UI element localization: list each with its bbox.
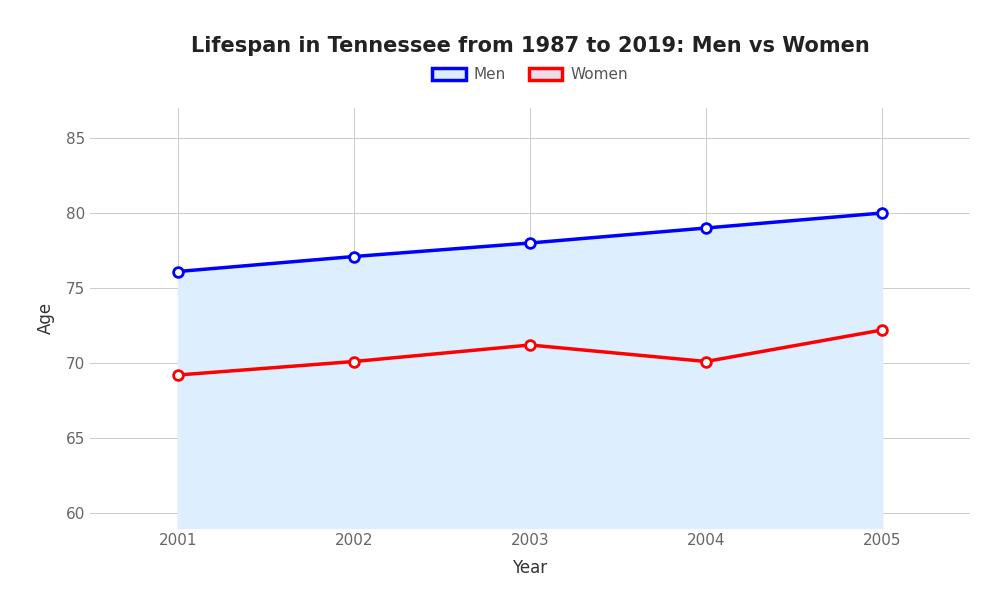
Legend: Men, Women: Men, Women [426, 61, 634, 88]
X-axis label: Year: Year [512, 559, 548, 577]
Y-axis label: Age: Age [37, 302, 55, 334]
Title: Lifespan in Tennessee from 1987 to 2019: Men vs Women: Lifespan in Tennessee from 1987 to 2019:… [191, 37, 869, 56]
